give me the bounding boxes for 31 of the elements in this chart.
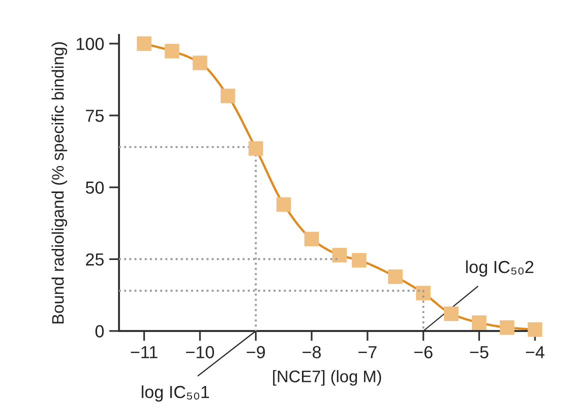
x-axis-title: [NCE7] (log M) <box>273 370 382 386</box>
x-tick-label: −11 <box>130 346 158 358</box>
x-tick-label: −9 <box>246 346 265 358</box>
point <box>472 315 486 330</box>
x-tick-label: −5 <box>470 346 488 358</box>
x-tick-label: −4 <box>526 346 544 358</box>
y-tick-label: 100 <box>76 38 104 50</box>
point <box>352 253 366 268</box>
point <box>388 269 403 284</box>
y-tick-label: 50 <box>86 181 104 194</box>
point <box>192 56 208 70</box>
y-tick-label: 25 <box>86 253 104 266</box>
point <box>220 88 236 104</box>
y-axis-title: Bound radioligand (% specific binding) <box>52 42 68 324</box>
point <box>276 197 292 212</box>
point <box>248 141 264 156</box>
point <box>136 36 152 51</box>
annotation: log IC₅₀1 <box>142 385 210 402</box>
point <box>304 232 319 246</box>
x-tick-label: −6 <box>414 346 432 358</box>
point <box>164 44 180 58</box>
point <box>416 286 431 300</box>
point <box>500 320 514 335</box>
x-tick-label: −10 <box>186 346 214 358</box>
annotation: log IC₅₀2 <box>466 260 534 277</box>
y-tick-label: 0 <box>95 325 104 338</box>
y-tick-label: 75 <box>86 110 104 122</box>
x-tick-label: −7 <box>358 346 377 358</box>
point <box>528 322 542 337</box>
x-tick-label: −8 <box>302 346 321 358</box>
point <box>332 248 347 262</box>
